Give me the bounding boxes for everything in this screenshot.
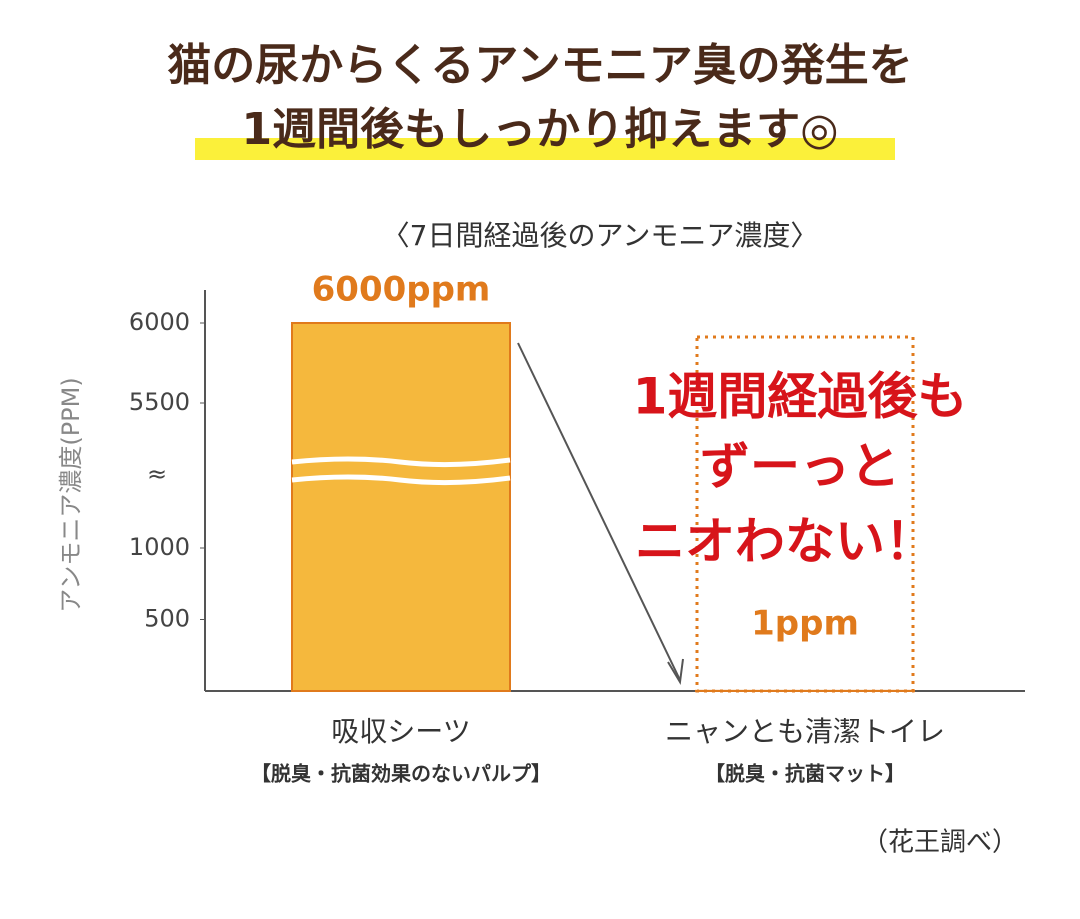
title-line: 猫の尿からくるアンモニア臭の発生を xyxy=(167,40,912,91)
y-tick-label: 5500 xyxy=(129,388,190,416)
y-tick-label: 1000 xyxy=(129,533,190,561)
y-tick-label: 500 xyxy=(144,605,190,633)
x-tick-label: 吸収シーツ xyxy=(331,715,470,748)
axis-break-label: ≈ xyxy=(147,460,167,488)
value-label: 6000ppm xyxy=(312,270,491,310)
arrow xyxy=(517,342,681,681)
comparison-box xyxy=(695,335,915,693)
annotation: ニオわない！ xyxy=(635,513,935,571)
y-tick-label: 6000 xyxy=(129,308,190,336)
category-note: 【脱臭・抗菌マット】 xyxy=(705,762,905,786)
subtitle: 〈7日間経過後のアンモニア濃度〉 xyxy=(382,219,819,252)
source: （花王調べ） xyxy=(862,828,1018,858)
category-note: 【脱臭・抗菌効果のないパルプ】 xyxy=(251,762,551,786)
value-label: 1ppm xyxy=(751,604,859,644)
y-axis-label: アンモニア濃度(PPM) xyxy=(57,377,85,612)
bar xyxy=(291,322,511,692)
arrow-head xyxy=(667,658,684,685)
x-tick-label: ニャンとも清潔トイレ xyxy=(665,715,945,748)
annotation: ずーっと xyxy=(700,438,900,496)
title-line: 1週間後もしっかり抑えます◎ xyxy=(241,104,838,155)
highlight xyxy=(195,138,895,160)
break-wave xyxy=(291,456,511,486)
annotation: 1週間経過後も xyxy=(633,368,968,426)
